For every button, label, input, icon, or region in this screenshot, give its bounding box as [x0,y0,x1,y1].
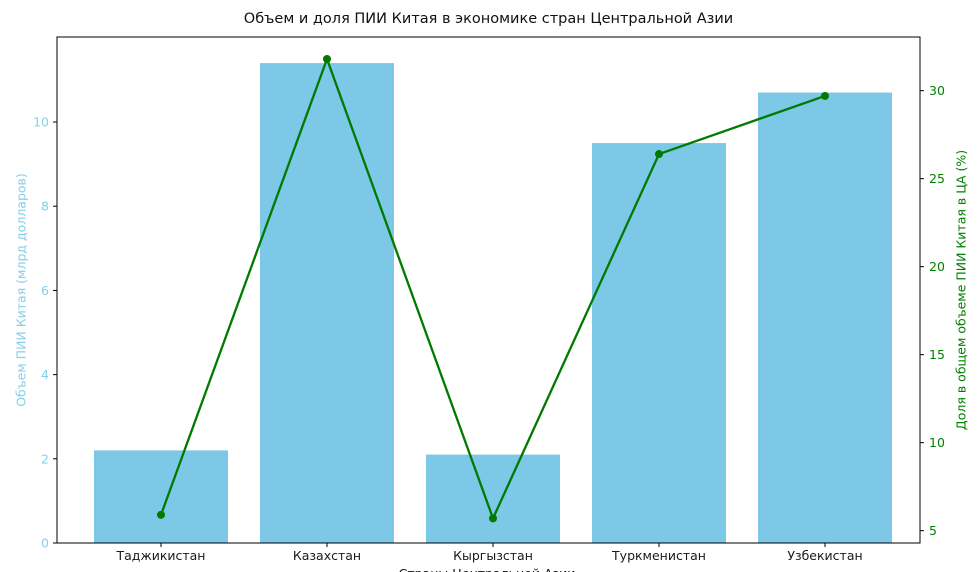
bar-Казахстан [260,63,394,544]
line-point-Таджикистан [157,510,165,519]
x-axis-label-clipped: Страны Центральной Азии [399,566,576,572]
left-tick-label: 6 [41,283,49,298]
x-tick-label: Казахстан [293,548,361,563]
bar-Узбекистан [758,92,892,544]
chart-title: Объем и доля ПИИ Китая в экономике стран… [243,11,734,27]
x-tick-label: Узбекистан [787,548,862,563]
right-tick-label: 10 [929,435,945,450]
right-y-axis-label: Доля в общем объеме ПИИ Китая в ЦА (%) [953,149,969,431]
right-tick-label: 15 [929,347,945,362]
x-tick-label: Туркменистан [611,548,706,563]
right-tick-label: 5 [929,523,937,538]
bar-Туркменистан [592,143,726,543]
bar-Таджикистан [94,450,228,543]
line-point-Казахстан [323,55,331,63]
line-point-Туркменистан [655,150,663,159]
line-point-Кыргызстан [489,514,497,523]
left-tick-label: 4 [41,367,49,382]
bar-Кыргызстан [426,454,560,543]
left-tick-label: 2 [41,451,49,466]
right-tick-label: 30 [929,83,945,98]
x-tick-label: Таджикистан [116,548,206,563]
left-y-axis-label: Объем ПИИ Китая (млрд долларов) [13,173,29,407]
left-tick-label: 10 [33,115,49,130]
right-tick-label: 20 [929,259,945,274]
left-tick-label: 8 [41,199,49,214]
line-point-Узбекистан [821,91,829,100]
left-tick-label: 0 [41,536,49,551]
x-tick-label: Кыргызстан [453,548,533,563]
right-tick-label: 25 [929,171,945,186]
